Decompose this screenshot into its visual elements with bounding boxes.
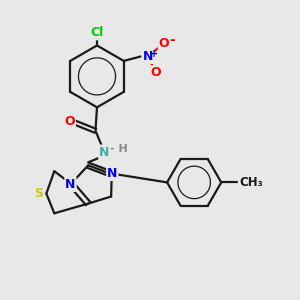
Text: O: O bbox=[150, 66, 160, 79]
Text: +: + bbox=[150, 49, 158, 58]
Text: N: N bbox=[143, 50, 153, 63]
Text: - H: - H bbox=[110, 144, 128, 154]
Text: -: - bbox=[169, 33, 175, 47]
Text: S: S bbox=[34, 187, 43, 200]
Text: CH₃: CH₃ bbox=[239, 176, 263, 189]
Text: O: O bbox=[64, 115, 75, 128]
Text: N: N bbox=[65, 178, 76, 191]
Text: N: N bbox=[99, 146, 110, 159]
Text: N: N bbox=[107, 167, 118, 180]
Text: O: O bbox=[159, 37, 170, 50]
Text: Cl: Cl bbox=[90, 26, 104, 39]
